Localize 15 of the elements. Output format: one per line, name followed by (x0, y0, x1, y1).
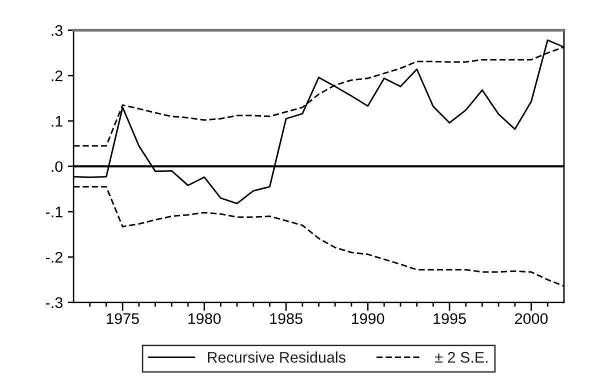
x-tick-label: 1975 (106, 313, 139, 324)
legend-label: Recursive Residuals (208, 352, 346, 363)
y-tick-label: -.1 (46, 206, 62, 218)
x-tick-label: 1990 (352, 313, 384, 324)
y-tick-label: -.3 (46, 297, 62, 308)
y-tick-label: .1 (52, 116, 62, 126)
legend-label: ± 2 S.E. (435, 352, 488, 363)
y-tick-label: .3 (52, 25, 62, 36)
x-tick-label: 1995 (434, 313, 466, 324)
x-tick-label: 1985 (270, 313, 302, 324)
y-tick-label: .0 (52, 161, 63, 172)
y-tick-label: -.2 (46, 252, 62, 263)
y-tick-label: .2 (52, 70, 62, 82)
x-tick-label: 1980 (188, 313, 221, 324)
x-tick-label: 2000 (515, 313, 548, 324)
